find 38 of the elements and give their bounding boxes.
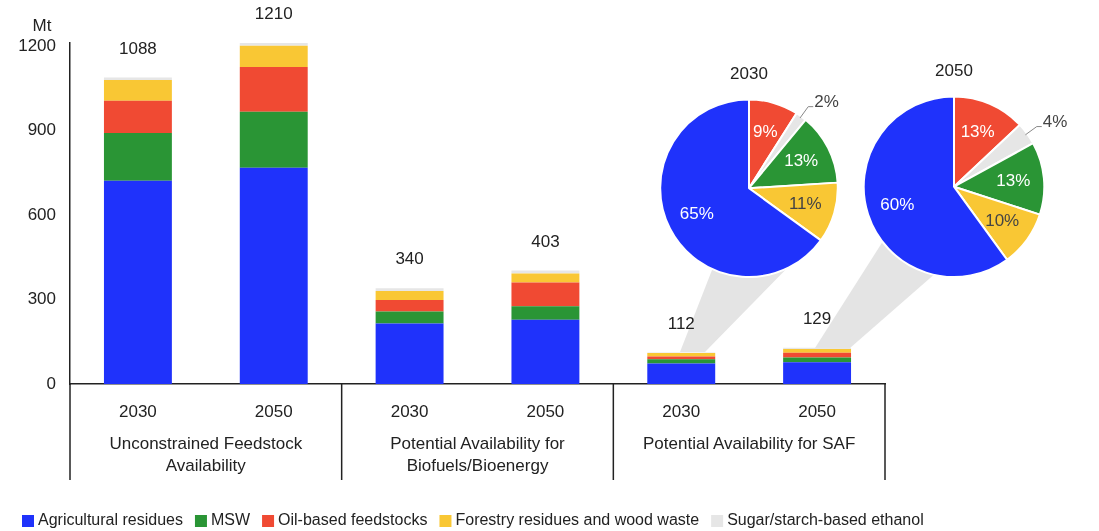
y-axis-title: Mt — [32, 16, 52, 36]
text: Potential Availability for SAF — [643, 434, 856, 454]
legend-label: Forestry residues and wood waste — [455, 511, 700, 529]
data-label: 60% — [880, 194, 915, 214]
text: Unconstrained Feedstock Availability — [109, 434, 303, 476]
data-label: 11% — [788, 194, 822, 214]
data-label: 13% — [960, 121, 995, 141]
x-tick-label: 2050 — [798, 401, 836, 421]
x-tick-label: 2030 — [662, 401, 701, 421]
y-tick-label: 600 — [27, 204, 56, 224]
total-label: 1210 — [254, 4, 293, 24]
legend-label: MSW — [210, 511, 251, 529]
data-label: 10% — [985, 211, 1020, 231]
y-tick-label: 900 — [27, 120, 56, 140]
total-label: 129 — [802, 308, 832, 328]
total-label: 403 — [531, 231, 560, 251]
x-tick-label: 2050 — [526, 401, 565, 421]
data-label: 13% — [784, 151, 819, 171]
legend-label: Sugar/starch-based ethanol — [727, 511, 924, 529]
chart-title: 2030 — [730, 63, 768, 83]
data-label: 9% — [753, 121, 778, 141]
y-tick-label: 1200 — [18, 35, 56, 55]
data-label: 4% — [1042, 112, 1068, 132]
total-label: 112 — [667, 313, 695, 333]
data-label: 65% — [679, 204, 714, 224]
text: Potential Availability for Biofuels/Bioenergy — [390, 434, 566, 476]
total-label: 1088 — [119, 38, 157, 58]
data-label: 13% — [996, 170, 1031, 190]
x-tick-label: 2030 — [119, 401, 157, 421]
x-tick-label: 2050 — [254, 401, 293, 421]
data-label: 2% — [814, 92, 839, 112]
legend-label: Oil-based feedstocks — [278, 511, 428, 529]
x-tick-label: 2030 — [390, 401, 429, 421]
total-label: 340 — [395, 249, 424, 269]
legend-label: Agricultural residues — [38, 511, 183, 529]
y-tick-label: 300 — [27, 289, 56, 309]
chart-title: 2050 — [935, 60, 973, 80]
y-tick-label: 0 — [46, 373, 56, 393]
